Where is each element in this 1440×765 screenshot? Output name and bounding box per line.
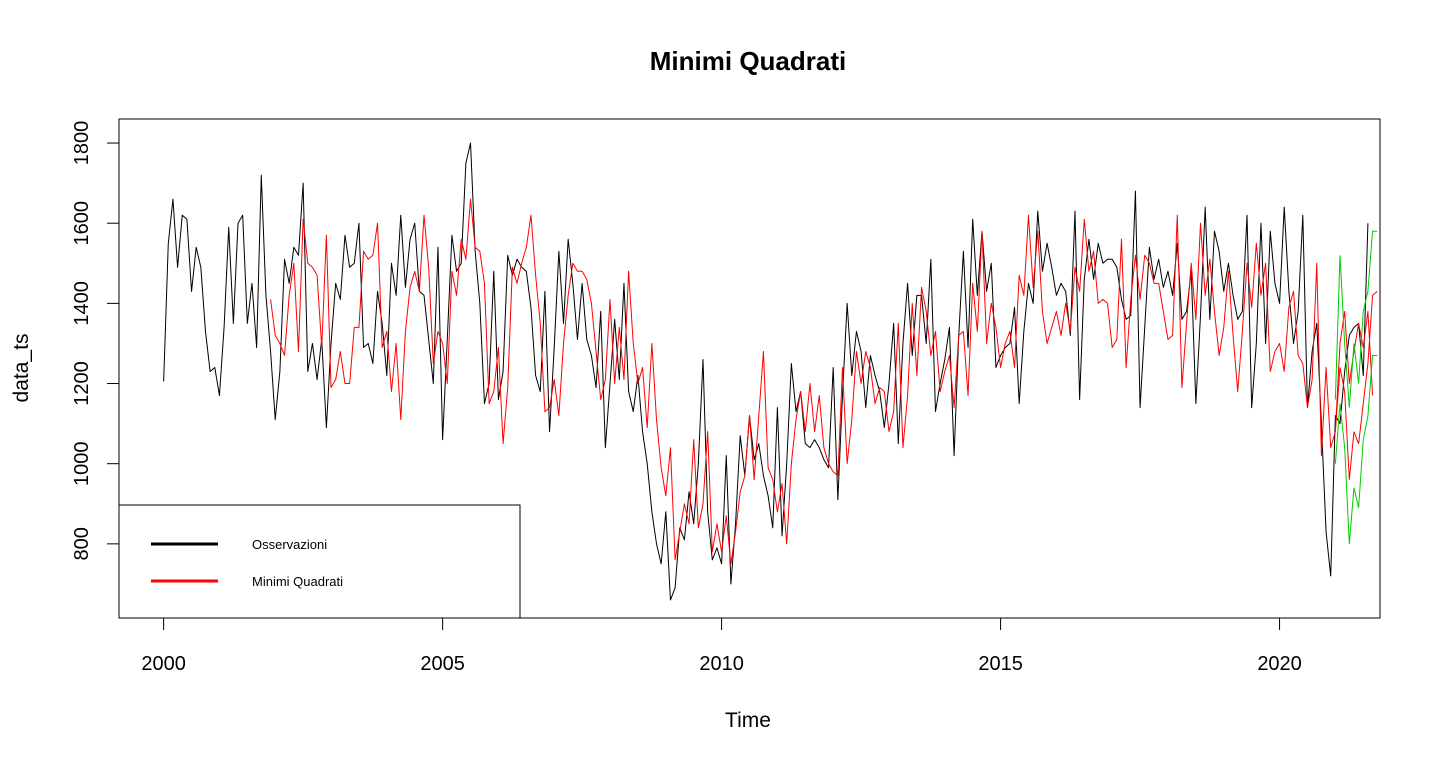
x-axis: 2000 2005 2010 2015 2020 — [141, 617, 1302, 675]
x-tick-label: 2015 — [978, 653, 1023, 675]
legend-label-fitted: Minimi Quadrati — [252, 574, 343, 589]
legend: Osservazioni Minimi Quadrati — [118, 504, 521, 619]
y-tick-label: 1200 — [71, 361, 93, 406]
x-tick-label: 2010 — [699, 653, 744, 675]
y-tick-label: 1400 — [71, 281, 93, 326]
x-axis-label: Time — [725, 709, 771, 732]
x-tick-label: 2005 — [420, 653, 465, 675]
legend-label-observations: Osservazioni — [252, 537, 327, 552]
y-tick-label: 800 — [71, 527, 93, 560]
y-tick-label: 1800 — [71, 121, 93, 166]
y-tick-label: 1600 — [71, 201, 93, 246]
x-tick-label: 2000 — [141, 653, 186, 675]
series-fitted-line — [270, 198, 1374, 565]
x-tick-label: 2020 — [1257, 653, 1302, 675]
series-observations-line — [163, 142, 1369, 601]
legend-box — [118, 504, 521, 619]
forecast-mean-line — [1334, 290, 1378, 480]
y-tick-label: 1000 — [71, 441, 93, 486]
chart-title: Minimi Quadrati — [650, 46, 846, 76]
y-axis: 800 1000 1200 1400 1600 1800 — [71, 121, 120, 561]
series-layer — [163, 142, 1378, 601]
forecast-upper-line — [1334, 230, 1378, 408]
y-axis-label: data_ts — [10, 334, 33, 403]
forecast-lower-line — [1334, 354, 1378, 544]
